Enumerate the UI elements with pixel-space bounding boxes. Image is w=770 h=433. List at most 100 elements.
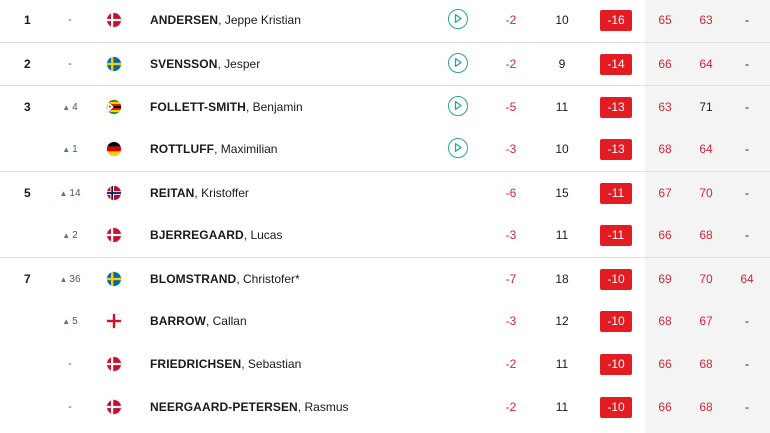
round-2-score: 71 — [699, 100, 713, 114]
player-first-name: Maximilian — [220, 142, 278, 156]
position-change: - — [68, 401, 72, 413]
denmark-flag-icon — [107, 228, 121, 242]
position-change: 36 — [69, 274, 81, 285]
norway-flag-icon — [107, 186, 121, 200]
round-3-score: - — [745, 400, 749, 414]
position-change: - — [68, 14, 72, 26]
player-name[interactable]: ROTTLUFF, Maximilian — [150, 142, 278, 156]
player-first-name: Jeppe Kristian — [224, 13, 301, 27]
leaderboard-row[interactable]: ▲ 2 BJERREGAARD, Lucas -3 11 -11 66 68 - — [0, 214, 770, 257]
play-icon — [454, 100, 462, 111]
round-2-score: 70 — [699, 186, 713, 200]
leaderboard-row[interactable]: 2 - SVENSSON, Jesper -2 9 -14 66 64 - — [0, 42, 770, 86]
position-change: 5 — [72, 316, 78, 327]
position-change: - — [68, 358, 72, 370]
player-name[interactable]: FRIEDRICHSEN, Sebastian — [150, 357, 302, 371]
movement: ▲ 14 — [50, 172, 90, 215]
movement: - — [50, 343, 90, 386]
round-1-score: 68 — [658, 142, 672, 156]
movement: ▲ 1 — [50, 128, 90, 171]
holes-thru: 15 — [555, 186, 569, 200]
arrow-up-icon: ▲ — [62, 231, 71, 240]
today-score: -3 — [505, 142, 517, 156]
round-2-score: 64 — [699, 57, 713, 71]
position-change: - — [68, 58, 72, 70]
holes-thru: 10 — [555, 142, 569, 156]
leaderboard-row[interactable]: 7 ▲ 36 BLOMSTRAND, Christofer* -7 18 -10 69 70 64 — [0, 257, 770, 301]
player-last-name: BARROW — [150, 314, 206, 328]
play-video-button[interactable] — [448, 96, 468, 116]
play-icon — [454, 142, 462, 153]
round-1-score: 66 — [658, 57, 672, 71]
position — [24, 386, 44, 429]
total-score-badge: -10 — [600, 354, 632, 375]
round-1-score: 69 — [658, 272, 672, 286]
today-score: -5 — [505, 100, 517, 114]
holes-thru: 9 — [558, 57, 566, 71]
player-name[interactable]: ANDERSEN, Jeppe Kristian — [150, 13, 301, 27]
movement: ▲ 5 — [50, 300, 90, 343]
leaderboard-row[interactable]: 3 ▲ 4 FOLLETT-SMITH, Benjamin -5 11 -13 63 71 - — [0, 85, 770, 129]
player-name[interactable]: NEERGAARD-PETERSEN, Rasmus — [150, 400, 349, 414]
leaderboard-row[interactable]: ▲ 5 BARROW, Callan -3 12 -10 68 67 - — [0, 300, 770, 343]
round-1-score: 66 — [658, 357, 672, 371]
position: 1 — [24, 13, 31, 27]
play-video-button[interactable] — [448, 53, 468, 73]
player-name[interactable]: BARROW, Callan — [150, 314, 247, 328]
today-score: -2 — [505, 57, 517, 71]
zimbabwe-flag-icon — [107, 100, 121, 114]
total-score-badge: -11 — [600, 225, 632, 246]
player-name[interactable]: SVENSSON, Jesper — [150, 57, 261, 71]
total-score-badge: -10 — [600, 397, 632, 418]
today-score: -2 — [505, 13, 517, 27]
round-3-score: - — [745, 100, 749, 114]
holes-thru: 11 — [555, 357, 569, 371]
round-2-score: 68 — [699, 357, 713, 371]
leaderboard-row[interactable]: 5 ▲ 14 REITAN, Kristoffer -6 15 -11 67 70 - — [0, 171, 770, 215]
leaderboard-row[interactable]: - FRIEDRICHSEN, Sebastian -2 11 -10 66 68 - — [0, 343, 770, 386]
player-last-name: SVENSSON — [150, 57, 218, 71]
player-first-name: Lucas — [250, 228, 283, 242]
today-score: -2 — [505, 357, 517, 371]
movement: ▲ 4 — [50, 86, 90, 129]
leaderboard-row[interactable]: - NEERGAARD-PETERSEN, Rasmus -2 11 -10 66 68 - — [0, 386, 770, 429]
leaderboard-row[interactable]: ▲ 1 ROTTLUFF, Maximilian -3 10 -13 68 64 - — [0, 128, 770, 171]
round-1-score: 65 — [658, 13, 672, 27]
play-video-button[interactable] — [448, 9, 468, 29]
germany-flag-icon — [107, 142, 121, 156]
player-last-name: NEERGAARD-PETERSEN — [150, 400, 298, 414]
player-first-name: Callan — [212, 314, 247, 328]
leaderboard-row[interactable]: 1 - ANDERSEN, Jeppe Kristian -2 10 -16 65 63 - — [0, 0, 770, 42]
denmark-flag-icon — [107, 400, 121, 414]
today-score: -6 — [505, 186, 517, 200]
player-name[interactable]: BLOMSTRAND, Christofer* — [150, 272, 300, 286]
holes-thru: 18 — [555, 272, 569, 286]
holes-thru: 10 — [555, 13, 569, 27]
player-first-name: Jesper — [224, 57, 261, 71]
player-name[interactable]: BJERREGAARD, Lucas — [150, 228, 283, 242]
total-score-badge: -10 — [600, 311, 632, 332]
player-name[interactable]: FOLLETT-SMITH, Benjamin — [150, 100, 303, 114]
player-name[interactable]: REITAN, Kristoffer — [150, 186, 249, 200]
round-1-score: 66 — [658, 228, 672, 242]
round-3-score: - — [745, 142, 749, 156]
player-first-name: Christofer* — [243, 272, 300, 286]
total-score-badge: -14 — [600, 54, 632, 75]
total-score-badge: -13 — [600, 97, 632, 118]
play-icon — [454, 57, 462, 68]
round-3-score: - — [745, 13, 749, 27]
play-icon — [454, 13, 462, 24]
round-3-score: 64 — [740, 272, 754, 286]
player-first-name: Kristoffer — [201, 186, 249, 200]
sweden-flag-icon — [107, 57, 121, 71]
today-score: -3 — [505, 228, 517, 242]
sweden-flag-icon — [107, 272, 121, 286]
player-last-name: ANDERSEN — [150, 13, 219, 27]
player-first-name: Benjamin — [252, 100, 303, 114]
play-video-button[interactable] — [448, 138, 468, 158]
round-3-score: - — [745, 357, 749, 371]
denmark-flag-icon — [107, 13, 121, 27]
holes-thru: 12 — [555, 314, 569, 328]
denmark-flag-icon — [107, 357, 121, 371]
round-1-score: 66 — [658, 400, 672, 414]
